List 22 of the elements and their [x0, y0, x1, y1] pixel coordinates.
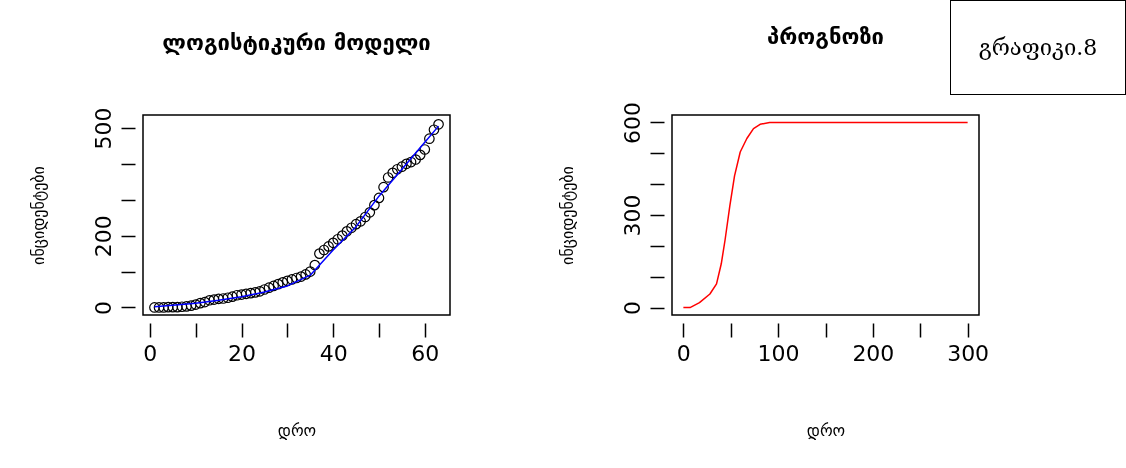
- y-tick-label: 0: [90, 300, 116, 315]
- y-tick-label: 0: [619, 301, 645, 316]
- x-tick-label: 0: [143, 340, 158, 366]
- x-tick-label: 60: [411, 340, 440, 366]
- chart-title: ლოგისტიკური მოდელი: [162, 29, 431, 55]
- y-tick-label: 200: [90, 215, 116, 258]
- y-tick-label: 500: [90, 107, 116, 150]
- x-tick-label: 200: [852, 340, 895, 366]
- x-tick-label: 20: [228, 340, 257, 366]
- y-tick-label: 300: [619, 194, 645, 237]
- x-axis-title: დრო: [806, 420, 846, 440]
- x-axis-title: დრო: [277, 420, 317, 440]
- y-axis-title: ინციდენტები: [557, 166, 577, 265]
- x-tick-label: 300: [947, 340, 990, 366]
- y-tick-label: 600: [619, 101, 645, 144]
- line-series: [682, 121, 969, 309]
- x-tick-label: 40: [319, 340, 348, 366]
- text: გრაფიკი.8: [950, 0, 1126, 95]
- y-axis-title: ინციდენტები: [28, 166, 48, 265]
- x-tick-label: 0: [676, 340, 691, 366]
- chart-title: პროგნოზი: [767, 24, 884, 50]
- x-tick-label: 100: [757, 340, 800, 366]
